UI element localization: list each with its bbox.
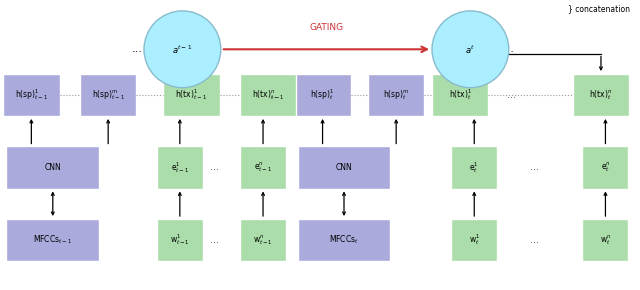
FancyBboxPatch shape: [298, 219, 390, 261]
FancyBboxPatch shape: [582, 146, 628, 188]
Text: GATING: GATING: [309, 23, 344, 32]
Text: $a^{t-1}$: $a^{t-1}$: [172, 43, 193, 55]
Text: ...: ...: [271, 90, 280, 100]
FancyBboxPatch shape: [240, 74, 296, 116]
Text: e$^n_{t-1}$: e$^n_{t-1}$: [254, 161, 272, 174]
FancyBboxPatch shape: [451, 146, 497, 188]
FancyBboxPatch shape: [6, 219, 99, 261]
FancyBboxPatch shape: [582, 219, 628, 261]
Text: } concatenation: } concatenation: [568, 4, 630, 13]
Text: .: .: [180, 57, 184, 70]
Text: ...: ...: [508, 90, 516, 100]
FancyBboxPatch shape: [6, 146, 99, 188]
Text: ...: ...: [504, 44, 514, 54]
Ellipse shape: [144, 11, 221, 88]
FancyBboxPatch shape: [80, 74, 136, 116]
FancyBboxPatch shape: [573, 74, 629, 116]
Text: h(tx)$^n_t$: h(tx)$^n_t$: [589, 88, 612, 102]
Text: ...: ...: [530, 235, 539, 245]
Text: MFCCs$_{t-1}$: MFCCs$_{t-1}$: [33, 234, 72, 246]
Text: $a^t$: $a^t$: [465, 43, 476, 55]
Text: e$^1_{t-1}$: e$^1_{t-1}$: [171, 160, 189, 175]
Text: h(sp)$^m_{t-1}$: h(sp)$^m_{t-1}$: [92, 88, 125, 102]
Text: e$^1_t$: e$^1_t$: [469, 160, 479, 175]
Text: .: .: [468, 50, 472, 63]
FancyBboxPatch shape: [240, 146, 286, 188]
FancyBboxPatch shape: [157, 219, 203, 261]
Text: h(sp)$^1_t$: h(sp)$^1_t$: [310, 88, 335, 102]
Text: h(tx)$^1_{t-1}$: h(tx)$^1_{t-1}$: [175, 88, 207, 102]
Text: ...: ...: [132, 44, 143, 54]
Text: w$^n_{t-1}$: w$^n_{t-1}$: [253, 233, 273, 247]
Text: CNN: CNN: [44, 163, 61, 172]
Text: h(tx)$^1_t$: h(tx)$^1_t$: [449, 88, 472, 102]
Text: h(sp)$^1_{t-1}$: h(sp)$^1_{t-1}$: [15, 88, 48, 102]
Text: e$^n_t$: e$^n_t$: [600, 161, 611, 174]
FancyBboxPatch shape: [451, 219, 497, 261]
FancyBboxPatch shape: [298, 146, 390, 188]
Text: CNN: CNN: [335, 163, 353, 172]
FancyBboxPatch shape: [3, 74, 60, 116]
Text: ...: ...: [210, 162, 219, 173]
FancyBboxPatch shape: [163, 74, 220, 116]
Text: w$^n_t$: w$^n_t$: [600, 233, 611, 247]
FancyBboxPatch shape: [294, 74, 351, 116]
Text: w$^1_{t-1}$: w$^1_{t-1}$: [170, 233, 190, 247]
FancyBboxPatch shape: [240, 219, 286, 261]
Text: ...: ...: [210, 235, 219, 245]
FancyBboxPatch shape: [432, 74, 488, 116]
Text: w$^1_t$: w$^1_t$: [468, 233, 480, 247]
FancyBboxPatch shape: [368, 74, 424, 116]
Text: h(tx)$^n_{t-1}$: h(tx)$^n_{t-1}$: [252, 88, 284, 102]
Text: h(sp)$^m_t$: h(sp)$^m_t$: [383, 88, 410, 102]
Text: ...: ...: [530, 162, 539, 173]
Ellipse shape: [432, 11, 509, 88]
Text: MFCCs$_t$: MFCCs$_t$: [329, 234, 359, 246]
FancyBboxPatch shape: [157, 146, 203, 188]
